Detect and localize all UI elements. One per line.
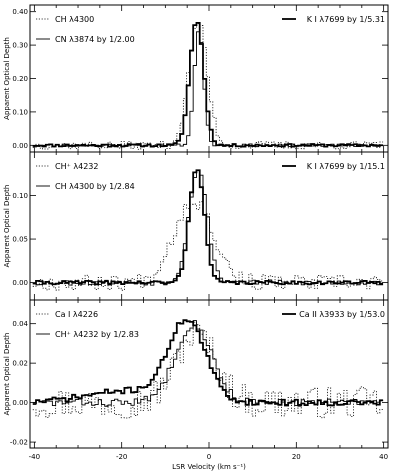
- legend-label: Ca II λ3933 by 1/53.0: [299, 310, 385, 319]
- y-tick-label: 0.10: [12, 192, 28, 200]
- series-line-2: [32, 320, 384, 407]
- series-line-3: [32, 23, 384, 150]
- plot-frame: [29, 299, 389, 449]
- x-tick-label: 0: [207, 453, 211, 461]
- legend-label: CH⁺ λ4232 by 1/2.83: [55, 330, 139, 339]
- y-tick-label: 0.00: [12, 279, 28, 287]
- y-tick-label: 0.40: [12, 8, 28, 16]
- series-line-2: [32, 169, 384, 286]
- y-tick-label: -0.02: [10, 439, 28, 447]
- x-tick-label: 20: [292, 453, 301, 461]
- x-tick-label: -20: [116, 453, 127, 461]
- legend-label: K I λ7699 by 1/5.31: [307, 15, 385, 24]
- y-tick-label: 0.00: [12, 399, 28, 407]
- legend-label: Ca I λ4226: [55, 310, 98, 319]
- x-axis-label: LSR Velocity (km s⁻¹): [172, 463, 246, 471]
- y-tick-label: 0.00: [12, 142, 28, 150]
- panel-1: 0.00 0.10 0.20 0.30 0.40 Apparent Optical Dep…: [3, 4, 389, 153]
- x-tick-label: -40: [29, 453, 40, 461]
- legend-label: CH λ4300: [55, 15, 94, 24]
- y-tick-label: 0.20: [12, 75, 28, 83]
- y-axis-label: Apparent Optical Depth: [3, 185, 11, 268]
- y-tick-label: 0.05: [12, 236, 28, 244]
- y-axis-label: Apparent Optical Depth: [3, 37, 11, 120]
- legend-label: CH⁺ λ4232: [55, 162, 98, 171]
- series-line-3: [32, 321, 384, 419]
- y-tick-label: 0.30: [12, 42, 28, 50]
- series-line-1: [32, 319, 384, 407]
- legend-label: K I λ7699 by 1/15.1: [307, 162, 385, 171]
- y-tick-label: 0.10: [12, 108, 28, 116]
- legend-label: CH λ4300 by 1/2.84: [55, 182, 135, 191]
- series-line-2: [32, 31, 384, 148]
- y-tick-label: 0.02: [12, 360, 28, 368]
- y-tick-label: 0.04: [12, 320, 28, 328]
- x-tick-label: 40: [379, 453, 388, 461]
- y-axis-label: Apparent Optical Depth: [3, 333, 11, 416]
- legend-label: CN λ3874 by 1/2.00: [55, 35, 135, 44]
- series-line-3: [32, 201, 384, 291]
